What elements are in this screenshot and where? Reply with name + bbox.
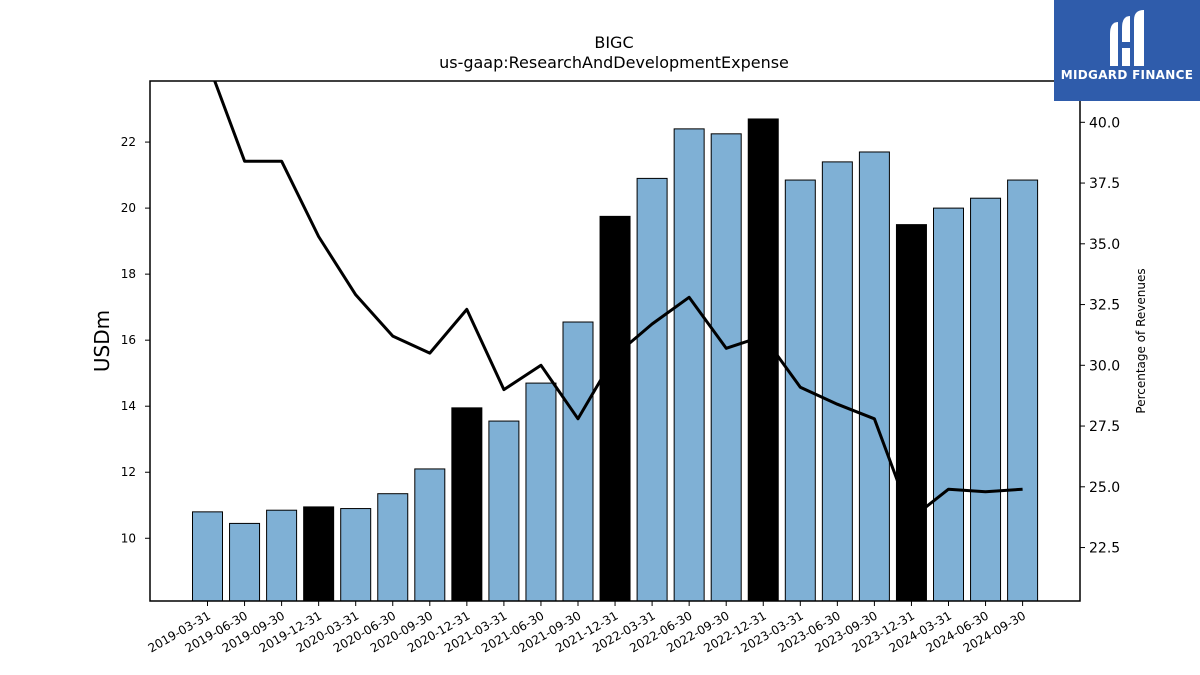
bar bbox=[1007, 179, 1039, 602]
bar bbox=[451, 407, 483, 602]
bar bbox=[599, 215, 631, 602]
bar bbox=[970, 197, 1002, 602]
bars bbox=[192, 118, 1039, 602]
bar bbox=[821, 161, 853, 602]
y2-tick-label: 22.5 bbox=[1089, 541, 1120, 557]
bar bbox=[488, 420, 520, 602]
series-line bbox=[213, 81, 1023, 520]
chart-title: BIGC bbox=[594, 33, 633, 52]
y-axis-label: USDm bbox=[90, 310, 114, 372]
y-tick-label: 10 bbox=[121, 531, 136, 545]
y2-tick-label: 35.0 bbox=[1089, 237, 1120, 253]
y2-tick-label: 40.0 bbox=[1089, 115, 1120, 131]
bar bbox=[229, 522, 261, 602]
bar bbox=[414, 468, 446, 602]
y2-tick-label: 25.0 bbox=[1089, 480, 1120, 496]
line-layer bbox=[213, 81, 1023, 520]
bar bbox=[303, 506, 335, 602]
y2-tick-label: 30.0 bbox=[1089, 358, 1120, 374]
y-tick-label: 12 bbox=[121, 465, 136, 479]
bar bbox=[747, 118, 779, 602]
midgard-logo-icon bbox=[1110, 10, 1144, 66]
y-tick-label: 22 bbox=[121, 135, 136, 149]
y-tick-label: 20 bbox=[121, 201, 136, 215]
bar bbox=[266, 509, 298, 602]
bar bbox=[673, 128, 705, 602]
bar bbox=[933, 207, 964, 602]
midgard-finance-logo: MIDGARD FINANCE bbox=[1054, 0, 1200, 101]
y-tick-label: 18 bbox=[121, 267, 136, 281]
y-tick-label: 16 bbox=[121, 333, 136, 347]
bar bbox=[192, 511, 223, 602]
y2-tick-label: 32.5 bbox=[1089, 298, 1120, 314]
y2-tick-label: 37.5 bbox=[1089, 176, 1120, 192]
bar bbox=[340, 508, 372, 602]
y2-tick-label: 27.5 bbox=[1089, 419, 1120, 435]
bar bbox=[710, 133, 742, 602]
y-tick-label: 14 bbox=[121, 399, 136, 413]
bar bbox=[895, 224, 927, 602]
bar bbox=[525, 382, 557, 602]
bar bbox=[636, 177, 668, 602]
bar bbox=[858, 151, 890, 602]
logo-text: MIDGARD FINANCE bbox=[1060, 68, 1194, 82]
bar bbox=[562, 321, 594, 602]
bar bbox=[377, 493, 409, 602]
chart-subtitle: us-gaap:ResearchAndDevelopmentExpense bbox=[439, 53, 789, 72]
y2-axis-label: Percentage of Revenues bbox=[1134, 268, 1148, 413]
